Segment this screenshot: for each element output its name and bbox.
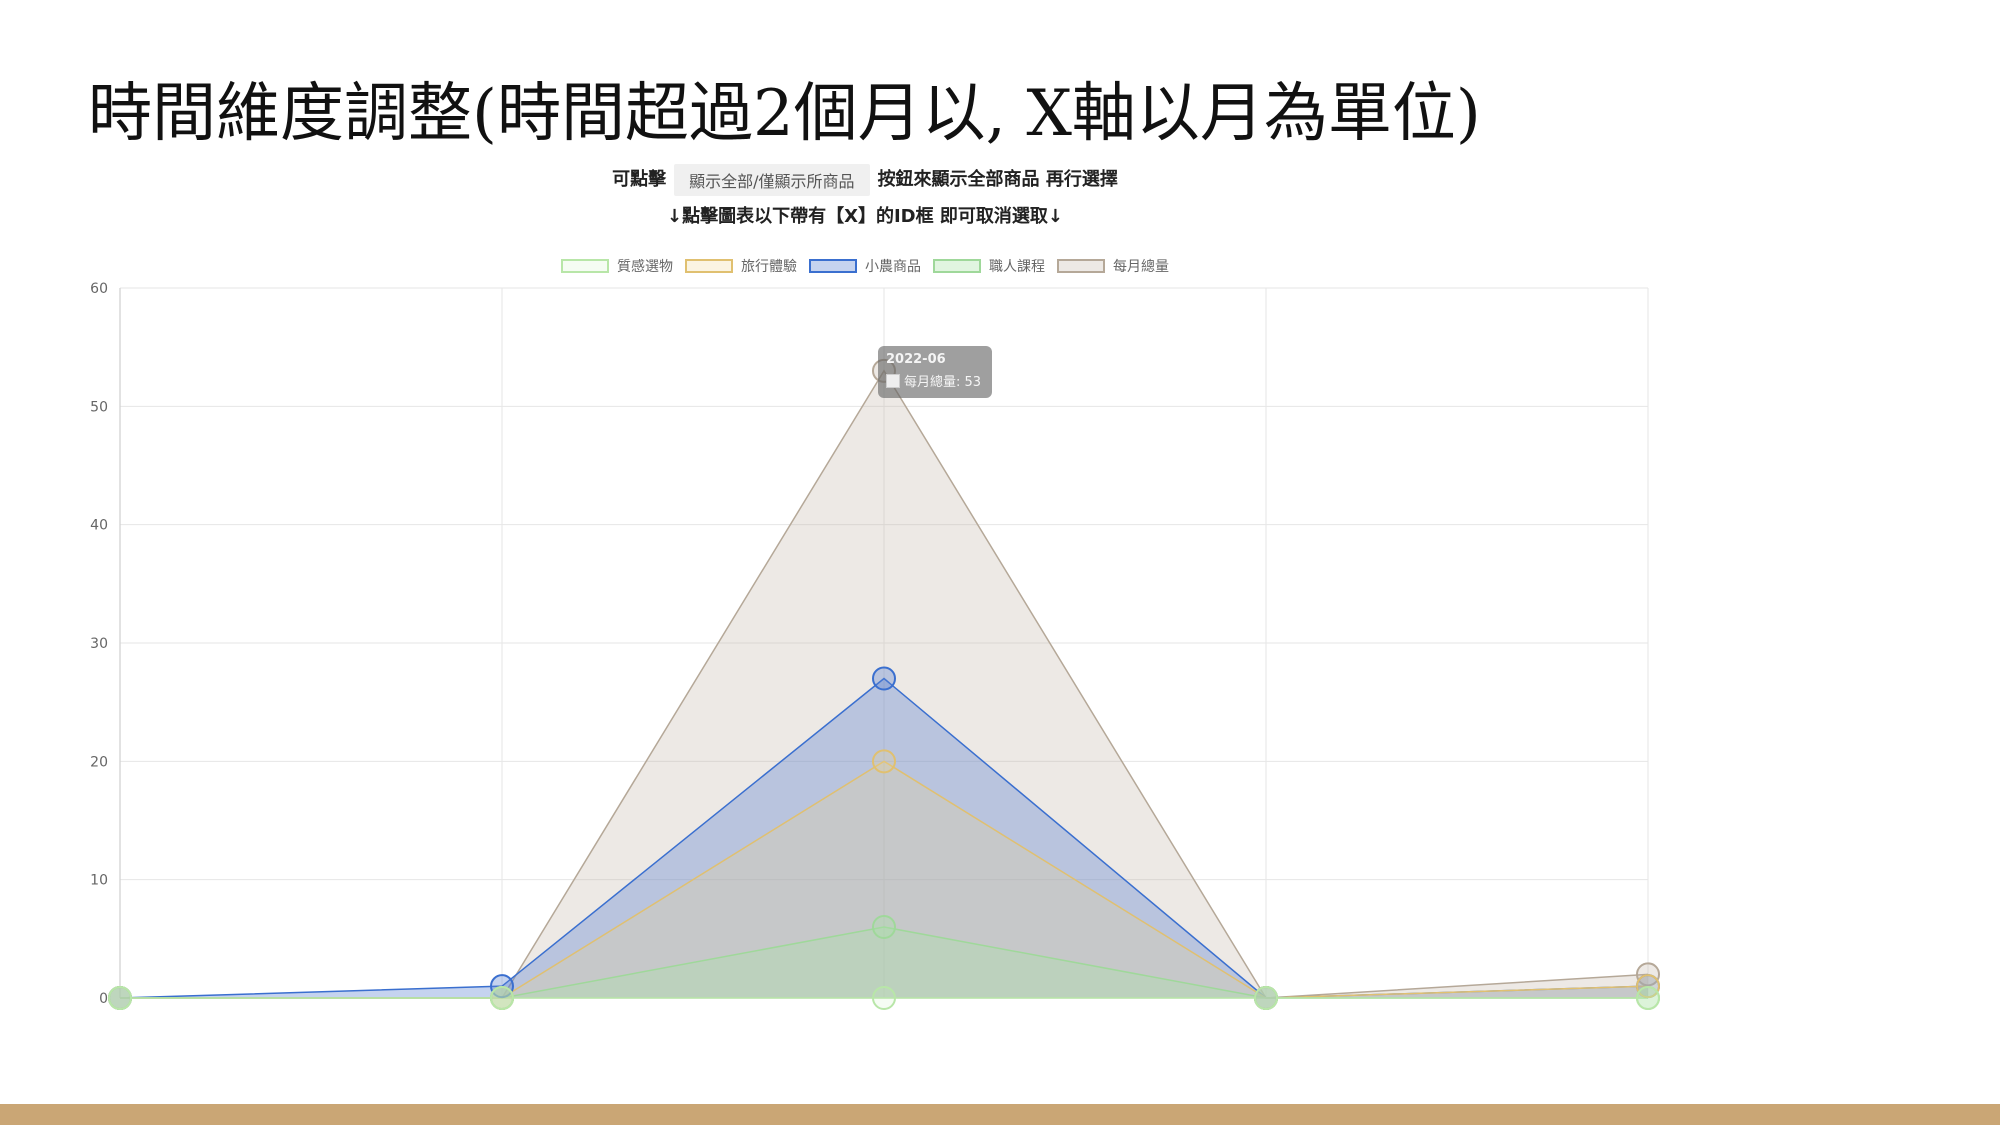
series-area-2 [120,678,1648,998]
data-point [490,986,514,1010]
legend-label: 每月總量 [1113,259,1169,275]
y-tick-label: 30 [90,636,108,652]
y-tick-label: 60 [90,281,108,297]
tooltip-title: 2022-06 [886,352,946,367]
tooltip-swatch [886,374,900,388]
y-tick-label: 10 [90,873,108,889]
instruction-suffix: 按鈕來顯示全部商品 再行選擇 [877,169,1118,190]
footer-bar [0,1104,2000,1125]
legend-swatch [809,259,857,273]
y-tick-label: 20 [90,754,108,770]
data-point [872,666,896,691]
legend-item-2[interactable]: 小農商品 [809,256,921,276]
instruction-line-2: ↓點擊圖表以下帶有【X】的ID框 即可取消選取↓ [667,206,1063,227]
data-point [1254,986,1278,1010]
toggle-all-button[interactable]: 顯示全部/僅顯示所商品 [674,164,870,196]
legend-item-1[interactable]: 旅行體驗 [685,256,797,276]
y-tick-label: 0 [99,991,108,1007]
legend-item-4[interactable]: 每月總量 [1057,256,1169,276]
data-point [872,986,896,1010]
legend-label: 職人課程 [989,259,1045,275]
legend-item-3[interactable]: 職人課程 [933,256,1045,276]
legend-label: 小農商品 [865,259,921,275]
y-tick-label: 50 [90,399,108,415]
data-point [872,915,896,939]
legend-item-0[interactable]: 質感選物 [561,256,673,276]
data-point [872,749,896,774]
legend-label: 旅行體驗 [741,259,797,275]
chart-legend: 質感選物 旅行體驗 小農商品 職人課程 每月總量 [0,256,1730,276]
slide-title: 時間維度調整(時間超過2個月以, X軸以月為單位) [88,77,1481,151]
legend-swatch [561,259,609,273]
legend-swatch [1057,259,1105,273]
y-tick-label: 40 [90,518,108,534]
legend-swatch [685,259,733,273]
legend-swatch [933,259,981,273]
tooltip-text: 每月總量: 53 [904,375,982,390]
data-point [108,986,132,1010]
instruction-line-1: 可點擊 顯示全部/僅顯示所商品 按鈕來顯示全部商品 再行選擇 [0,164,1730,196]
chart-tooltip: 2022-06 每月總量: 53 [878,346,992,398]
series-area-4 [120,370,1648,998]
instruction-prefix: 可點擊 [612,169,667,190]
series-area-1 [120,761,1648,998]
data-point [1636,986,1660,1010]
series-area-3 [120,927,1648,998]
legend-label: 質感選物 [617,259,673,275]
